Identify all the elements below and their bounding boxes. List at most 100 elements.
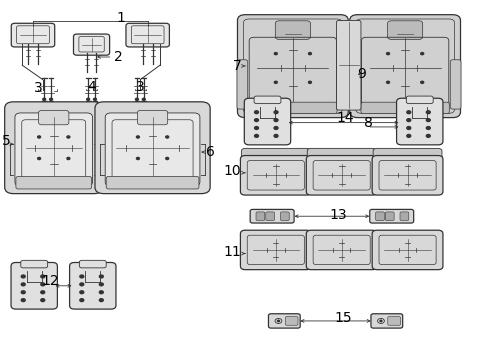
Circle shape bbox=[255, 119, 258, 122]
Circle shape bbox=[426, 119, 430, 122]
Text: 1: 1 bbox=[117, 11, 125, 25]
Text: 3: 3 bbox=[33, 81, 42, 95]
FancyBboxPatch shape bbox=[256, 212, 265, 221]
Circle shape bbox=[99, 283, 103, 286]
Circle shape bbox=[21, 299, 25, 302]
FancyBboxPatch shape bbox=[249, 102, 337, 114]
Text: 14: 14 bbox=[337, 111, 354, 125]
Circle shape bbox=[387, 53, 390, 55]
FancyBboxPatch shape bbox=[450, 60, 461, 109]
Circle shape bbox=[43, 98, 46, 100]
FancyBboxPatch shape bbox=[307, 148, 376, 163]
Circle shape bbox=[277, 320, 279, 321]
FancyBboxPatch shape bbox=[285, 317, 298, 325]
Circle shape bbox=[421, 53, 424, 55]
Text: 13: 13 bbox=[329, 208, 347, 222]
Circle shape bbox=[421, 81, 424, 84]
Circle shape bbox=[80, 283, 84, 286]
Circle shape bbox=[80, 291, 84, 294]
FancyBboxPatch shape bbox=[16, 176, 92, 189]
FancyBboxPatch shape bbox=[385, 212, 394, 221]
FancyBboxPatch shape bbox=[370, 210, 414, 223]
Text: 11: 11 bbox=[223, 245, 242, 259]
Text: 8: 8 bbox=[365, 116, 373, 130]
Circle shape bbox=[67, 136, 70, 138]
Circle shape bbox=[274, 134, 278, 137]
FancyBboxPatch shape bbox=[106, 176, 199, 189]
Circle shape bbox=[274, 111, 278, 114]
Text: 12: 12 bbox=[41, 274, 59, 288]
FancyBboxPatch shape bbox=[242, 148, 310, 163]
FancyBboxPatch shape bbox=[372, 156, 443, 195]
Circle shape bbox=[309, 81, 312, 84]
FancyBboxPatch shape bbox=[105, 113, 200, 186]
Circle shape bbox=[41, 283, 45, 286]
Circle shape bbox=[38, 157, 41, 159]
Text: 6: 6 bbox=[206, 145, 215, 159]
Circle shape bbox=[407, 111, 411, 114]
Circle shape bbox=[136, 157, 139, 159]
Circle shape bbox=[80, 299, 84, 302]
Circle shape bbox=[41, 299, 45, 302]
Circle shape bbox=[80, 275, 84, 278]
FancyBboxPatch shape bbox=[11, 23, 55, 47]
FancyBboxPatch shape bbox=[11, 262, 57, 309]
FancyBboxPatch shape bbox=[245, 98, 291, 145]
FancyBboxPatch shape bbox=[280, 212, 289, 221]
FancyBboxPatch shape bbox=[350, 15, 461, 118]
Circle shape bbox=[41, 291, 45, 294]
Circle shape bbox=[67, 157, 70, 159]
Circle shape bbox=[41, 275, 45, 278]
FancyBboxPatch shape bbox=[74, 34, 110, 55]
FancyBboxPatch shape bbox=[372, 230, 443, 270]
Text: 2: 2 bbox=[115, 50, 123, 64]
Circle shape bbox=[407, 127, 411, 130]
FancyBboxPatch shape bbox=[39, 111, 69, 125]
FancyBboxPatch shape bbox=[21, 260, 48, 268]
Circle shape bbox=[407, 119, 411, 122]
FancyBboxPatch shape bbox=[388, 21, 423, 40]
FancyBboxPatch shape bbox=[349, 60, 360, 109]
FancyBboxPatch shape bbox=[337, 21, 361, 110]
FancyBboxPatch shape bbox=[15, 113, 93, 186]
Circle shape bbox=[99, 275, 103, 278]
FancyBboxPatch shape bbox=[275, 21, 311, 40]
FancyBboxPatch shape bbox=[338, 60, 349, 109]
FancyBboxPatch shape bbox=[388, 317, 400, 325]
Circle shape bbox=[21, 283, 25, 286]
Circle shape bbox=[309, 53, 312, 55]
Text: 7: 7 bbox=[233, 59, 242, 73]
Circle shape bbox=[274, 127, 278, 130]
Text: 3: 3 bbox=[136, 81, 145, 94]
FancyBboxPatch shape bbox=[269, 314, 300, 328]
Circle shape bbox=[274, 81, 277, 84]
Circle shape bbox=[380, 320, 382, 321]
Circle shape bbox=[255, 111, 258, 114]
Circle shape bbox=[166, 136, 169, 138]
FancyBboxPatch shape bbox=[306, 230, 377, 270]
Text: 15: 15 bbox=[334, 311, 352, 325]
FancyBboxPatch shape bbox=[250, 210, 294, 223]
FancyBboxPatch shape bbox=[373, 148, 442, 163]
Text: 5: 5 bbox=[2, 134, 10, 148]
FancyBboxPatch shape bbox=[371, 314, 403, 328]
FancyBboxPatch shape bbox=[237, 60, 248, 109]
Circle shape bbox=[142, 98, 145, 100]
FancyBboxPatch shape bbox=[241, 230, 311, 270]
Text: 10: 10 bbox=[224, 164, 242, 178]
FancyBboxPatch shape bbox=[5, 102, 103, 194]
FancyBboxPatch shape bbox=[376, 212, 384, 221]
Circle shape bbox=[49, 98, 52, 100]
Circle shape bbox=[407, 134, 411, 137]
FancyBboxPatch shape bbox=[126, 23, 170, 47]
Circle shape bbox=[387, 81, 390, 84]
FancyBboxPatch shape bbox=[406, 96, 433, 104]
Circle shape bbox=[94, 98, 97, 100]
Circle shape bbox=[426, 111, 430, 114]
FancyBboxPatch shape bbox=[241, 156, 311, 195]
FancyBboxPatch shape bbox=[266, 212, 274, 221]
Circle shape bbox=[426, 127, 430, 130]
FancyBboxPatch shape bbox=[396, 98, 443, 145]
FancyBboxPatch shape bbox=[238, 15, 348, 118]
Text: 4: 4 bbox=[87, 81, 96, 94]
